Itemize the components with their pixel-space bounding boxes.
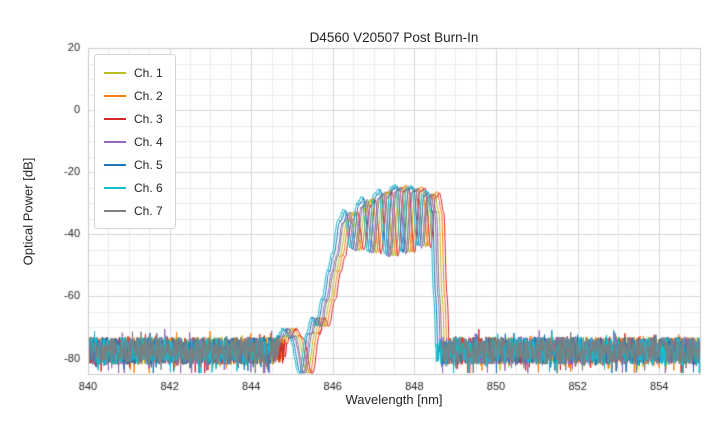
legend-item: Ch. 2 xyxy=(104,84,163,107)
legend-label: Ch. 6 xyxy=(134,180,163,195)
legend-item: Ch. 3 xyxy=(104,107,163,130)
legend-item: Ch. 7 xyxy=(104,199,163,222)
legend: Ch. 1 Ch. 2 Ch. 3 Ch. 4 Ch. 5 Ch. 6 Ch. 7 xyxy=(94,54,176,229)
legend-label: Ch. 2 xyxy=(134,88,163,103)
legend-item: Ch. 6 xyxy=(104,176,163,199)
legend-line-sample xyxy=(104,94,126,97)
legend-item: Ch. 5 xyxy=(104,153,163,176)
legend-item: Ch. 1 xyxy=(104,61,163,84)
legend-line-sample xyxy=(104,209,126,212)
legend-line-sample xyxy=(104,71,126,74)
legend-label: Ch. 1 xyxy=(134,65,163,80)
legend-label: Ch. 5 xyxy=(134,157,163,172)
legend-label: Ch. 3 xyxy=(134,111,163,126)
chart-title: D4560 V20507 Post Burn-In xyxy=(309,30,479,45)
x-axis-label: Wavelength [nm] xyxy=(345,392,443,407)
legend-line-sample xyxy=(104,117,126,120)
legend-line-sample xyxy=(104,140,126,143)
legend-item: Ch. 4 xyxy=(104,130,163,153)
legend-label: Ch. 4 xyxy=(134,134,163,149)
y-axis-label: Optical Power [dB] xyxy=(20,157,36,266)
legend-line-sample xyxy=(104,186,126,189)
legend-label: Ch. 7 xyxy=(134,203,163,218)
legend-line-sample xyxy=(104,163,126,166)
